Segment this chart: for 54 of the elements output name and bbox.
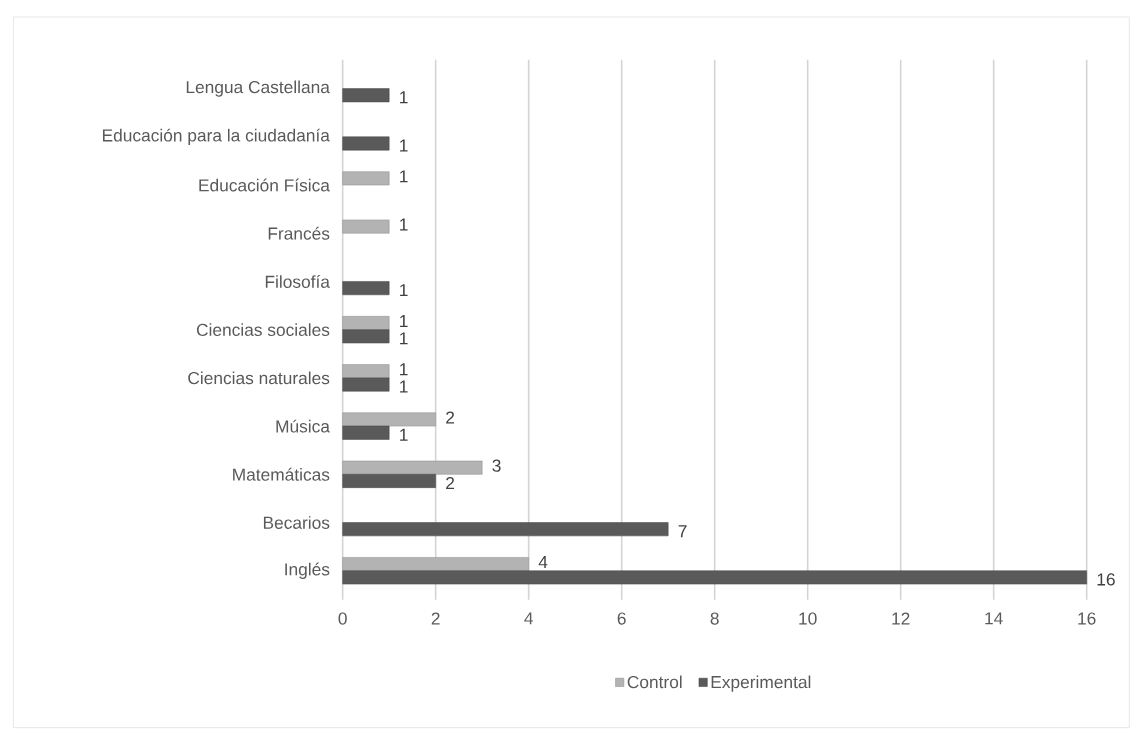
y-tick-label: Ciencias sociales [196,323,330,337]
bar [342,377,390,392]
bar [342,412,436,427]
data-label: 7 [678,525,687,538]
data-label: 4 [538,556,548,569]
legend-label: Experimental [711,675,811,692]
x-tick-label: 0 [338,612,347,625]
data-label: 1 [400,428,408,441]
x-tick-label: 14 [985,612,1003,625]
data-label: 1 [400,284,408,297]
bar [342,460,483,475]
data-label: 1 [400,91,408,104]
bar [342,425,390,440]
bar [342,316,390,330]
data-label: 2 [446,411,455,424]
y-tick-label: Matemáticas [233,467,330,481]
bar [342,364,390,379]
bar [342,88,390,103]
data-label: 16 [1097,573,1115,586]
data-label: 1 [400,218,408,231]
x-tick-label: 16 [1078,612,1096,625]
y-tick-label: Lengua Castellana [186,80,330,97]
y-tick-label: Educación Física [199,178,330,192]
x-tick-label: 6 [617,612,626,625]
bar [342,329,390,344]
bar [342,136,390,151]
y-tick-label: Becarios [263,516,330,529]
data-label: 1 [400,332,408,345]
data-label: 3 [492,459,501,472]
data-label: 2 [446,476,455,490]
data-label: 1 [400,363,408,376]
y-tick-label: Francés [268,226,330,240]
x-tick-label: 10 [799,612,817,625]
y-tick-label: Inglés [285,562,330,579]
x-tick-label: 2 [431,612,440,625]
x-tick-label: 8 [710,612,719,625]
bar [342,522,669,537]
data-label: 1 [400,170,408,183]
y-tick-label: Educación para la ciudadanía [102,128,330,145]
bar [342,281,390,296]
y-tick-label: Filosofía [265,275,330,288]
bar [342,557,529,572]
bar [342,474,436,488]
data-label: 1 [400,139,408,152]
bar [342,171,390,186]
x-tick-label: 4 [524,612,533,625]
data-label: 1 [400,380,408,393]
x-tick-label: 12 [892,612,910,625]
bar [342,570,1087,585]
y-tick-label: Ciencias naturales [188,371,330,385]
y-tick-label: Música [276,419,330,433]
bar [342,219,390,234]
data-label: 1 [400,315,408,327]
legend-label: Control [627,675,682,689]
